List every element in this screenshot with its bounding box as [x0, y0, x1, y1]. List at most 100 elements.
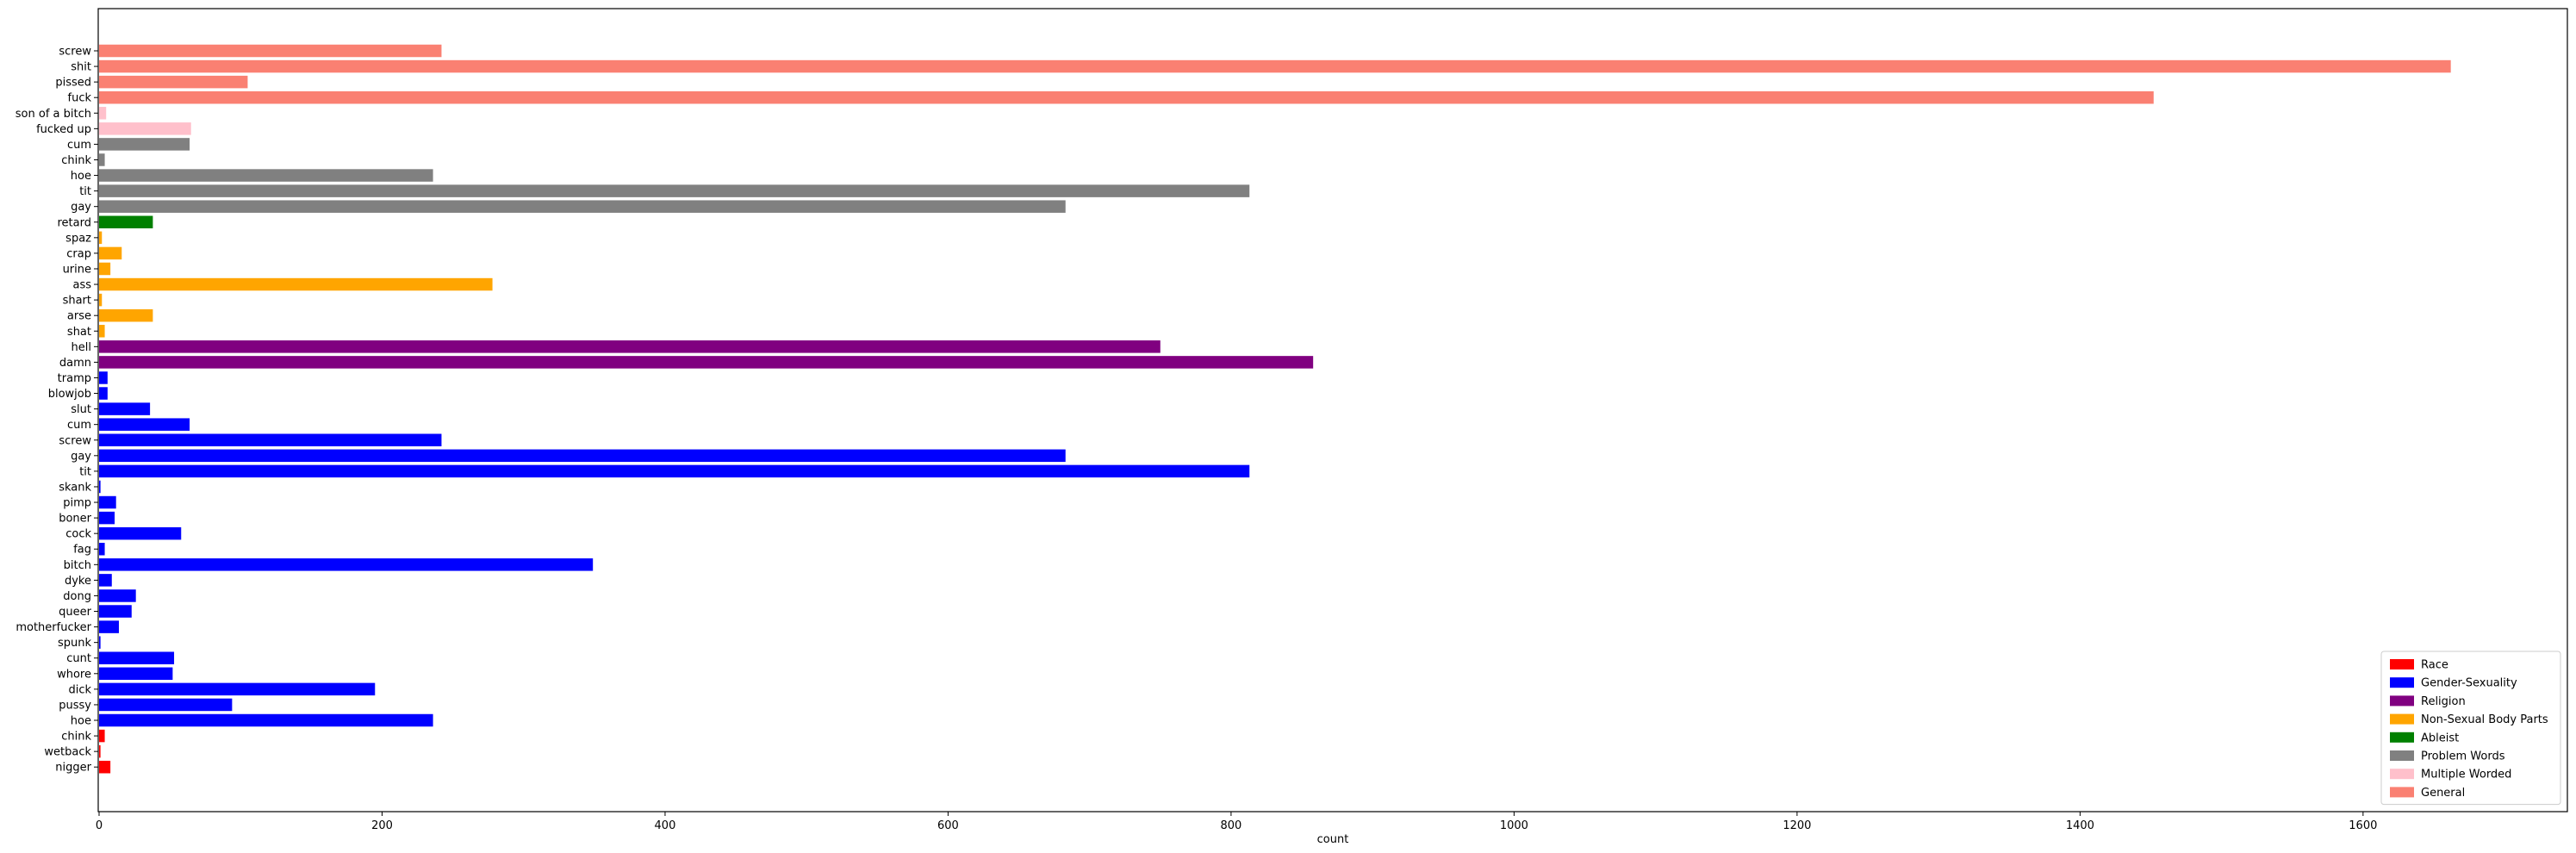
bar-screw-gender-sexuality	[99, 433, 442, 446]
bar-skank-gender-sexuality	[99, 480, 101, 494]
bar-queer-gender-sexuality	[99, 605, 132, 618]
y-tick-label: dyke	[65, 575, 91, 588]
bar-chink-problem-words	[99, 153, 105, 166]
bar-fucked-up-multiple-worded	[99, 122, 191, 135]
x-ticks: 0 200 400 600 800 1000 1200 1400 1600	[96, 812, 2377, 832]
y-tick-label: wetback	[44, 746, 91, 759]
bar-blowjob-gender-sexuality	[99, 387, 108, 400]
bar-fag-gender-sexuality	[99, 542, 105, 556]
bar-damn-religion	[99, 356, 1314, 369]
bar-pissed-general	[99, 75, 248, 89]
bar-cum-gender-sexuality	[99, 418, 190, 431]
y-tick-label: bitch	[64, 559, 91, 572]
y-tick-label: cunt	[66, 652, 91, 665]
legend: Race Gender-Sexuality Religion Non-Sexual B…	[2380, 651, 2561, 806]
y-tick-label: crap	[66, 247, 91, 260]
y-tick-label: hoe	[71, 170, 91, 183]
y-tick-label: urine	[63, 263, 91, 276]
bar-spaz-non-sexual-body-parts	[99, 231, 103, 245]
legend-swatch-race	[2390, 659, 2414, 669]
y-tick-label: spunk	[58, 637, 92, 650]
y-tick-label: gay	[71, 450, 91, 463]
bar-hoe-gender-sexuality	[99, 713, 433, 727]
y-tick-label: dong	[63, 590, 91, 603]
bar-shart-non-sexual-body-parts	[99, 293, 103, 307]
legend-label-ableist: Ableist	[2421, 732, 2459, 744]
bar-gay-problem-words	[99, 200, 1066, 213]
bar-pussy-gender-sexuality	[99, 698, 233, 712]
legend-swatch-gender-sexuality	[2390, 677, 2414, 688]
plot-frame	[97, 8, 2568, 813]
y-tick-label: tit	[79, 185, 91, 198]
y-tick-label: son of a bitch	[16, 108, 91, 121]
bar-cum-problem-words	[99, 138, 190, 151]
legend-label-general: General	[2421, 787, 2465, 800]
x-tick-label: 1200	[1783, 819, 1811, 832]
bar-crap-non-sexual-body-parts	[99, 246, 122, 260]
y-tick-label: slut	[71, 403, 91, 416]
legend-label-non-sexual-body-parts: Non-Sexual Body Parts	[2421, 713, 2548, 726]
legend-swatch-problem-words	[2390, 750, 2414, 761]
bar-bitch-gender-sexuality	[99, 558, 594, 571]
x-tick-label: 1600	[2349, 819, 2377, 832]
y-tick-label: motherfucker	[16, 621, 91, 634]
bar-tramp-gender-sexuality	[99, 371, 108, 384]
y-tick-label: blowjob	[48, 388, 91, 401]
bar-tit-gender-sexuality	[99, 464, 1250, 478]
bar-pimp-gender-sexuality	[99, 495, 116, 509]
bar-dong-gender-sexuality	[99, 589, 136, 602]
bar-son-of-a-bitch-multiple-worded	[99, 107, 107, 120]
y-tick-label: cum	[67, 419, 91, 432]
bar-retard-ableist	[99, 215, 153, 229]
y-tick-label: tramp	[58, 372, 91, 385]
legend-label-gender-sexuality: Gender-Sexuality	[2421, 677, 2517, 690]
bar-urine-non-sexual-body-parts	[99, 262, 111, 276]
y-tick-label: fuck	[68, 92, 92, 105]
y-tick-label: spaz	[65, 232, 91, 245]
x-tick-label: 1400	[2066, 819, 2094, 832]
bar-tit-problem-words	[99, 184, 1250, 197]
y-tick-label: fag	[73, 544, 91, 557]
bar-cock-gender-sexuality	[99, 526, 182, 540]
y-tick-label: screw	[59, 434, 91, 447]
bar-dyke-gender-sexuality	[99, 574, 112, 587]
x-tick-label: 400	[655, 819, 676, 832]
bar-boner-gender-sexuality	[99, 511, 115, 525]
y-tick-label: ass	[72, 279, 91, 292]
y-tick-label: chink	[61, 154, 91, 167]
bar-dick-gender-sexuality	[99, 682, 376, 696]
y-tick-label: screw	[59, 46, 91, 59]
bar-shit-general	[99, 59, 2451, 73]
y-tick-label: tit	[79, 465, 91, 478]
bar-motherfucker-gender-sexuality	[99, 620, 119, 633]
bar-arse-non-sexual-body-parts	[99, 308, 153, 322]
bar-hoe-problem-words	[99, 169, 433, 182]
bar-cunt-gender-sexuality	[99, 651, 175, 664]
x-tick-label: 600	[937, 819, 959, 832]
y-tick-label: whore	[57, 668, 91, 681]
y-tick-labels: screw shit pissed fuck son of a bitch fucked …	[16, 46, 98, 775]
legend-label-race: Race	[2421, 659, 2448, 672]
y-tick-label: cock	[65, 528, 91, 541]
y-tick-label: fucked up	[36, 123, 91, 136]
x-axis-label: count	[1317, 833, 1349, 846]
legend-swatch-general	[2390, 787, 2414, 798]
bar-wetback-race	[99, 744, 101, 758]
y-tick-label: arse	[67, 310, 91, 323]
y-tick-label: gay	[71, 201, 91, 214]
y-tick-label: nigger	[55, 762, 91, 775]
y-tick-label: shit	[71, 61, 91, 74]
y-tick-label: queer	[59, 606, 91, 619]
x-tick-label: 1000	[1500, 819, 1528, 832]
bar-hell-religion	[99, 340, 1160, 353]
y-tick-label: shat	[67, 326, 91, 339]
bar-ass-non-sexual-body-parts	[99, 277, 493, 291]
legend-swatch-ableist	[2390, 732, 2414, 743]
y-tick-label: dick	[68, 683, 91, 696]
x-tick-label: 800	[1221, 819, 1242, 832]
legend-label-problem-words: Problem Words	[2421, 750, 2505, 763]
bar-gay-gender-sexuality	[99, 449, 1066, 463]
bar-screw-general	[99, 44, 442, 58]
legend-swatch-non-sexual-body-parts	[2390, 713, 2414, 725]
